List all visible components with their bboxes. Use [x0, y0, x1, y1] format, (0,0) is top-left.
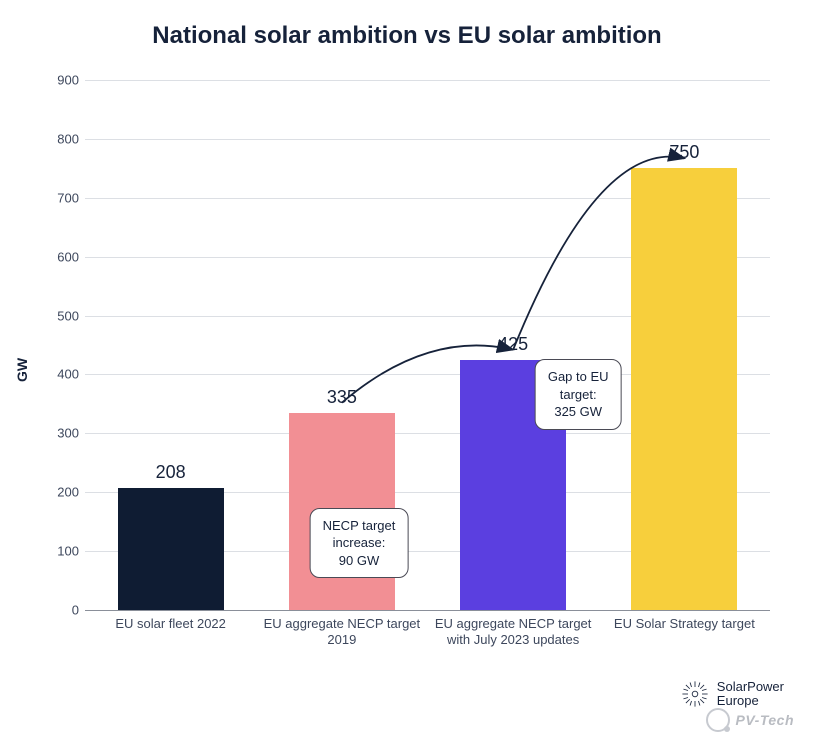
bar-value-label: 208 [118, 462, 224, 483]
chart-container: GW 0100200300400500600700800900208EU sol… [40, 80, 770, 660]
callout-box: Gap to EUtarget:325 GW [535, 359, 622, 430]
x-tick-label: EU aggregate NECP target 2019 [260, 616, 424, 649]
callout-line: target: [548, 386, 609, 404]
bar-value-label: 335 [289, 387, 395, 408]
grid-line [85, 80, 770, 81]
brand-name-top: SolarPower [717, 680, 784, 694]
watermark-text: PV-Tech [736, 712, 794, 728]
bar: 750 [631, 168, 737, 610]
attribution: SolarPower Europe [681, 680, 784, 708]
x-tick-label: EU Solar Strategy target [602, 616, 766, 632]
y-axis-label: GW [14, 358, 30, 382]
chart-title: National solar ambition vs EU solar ambi… [0, 22, 814, 50]
solarpower-logo-icon [681, 680, 709, 708]
x-tick-label: EU aggregate NECP target with July 2023 … [431, 616, 595, 649]
attribution-text: SolarPower Europe [717, 680, 784, 707]
bar-value-label: 425 [460, 334, 566, 355]
watermark: PV-Tech [706, 708, 794, 732]
x-tick-label: EU solar fleet 2022 [88, 616, 252, 632]
y-tick-label: 300 [45, 426, 79, 441]
watermark-icon [706, 708, 730, 732]
y-tick-label: 400 [45, 367, 79, 382]
grid-line [85, 139, 770, 140]
y-tick-label: 500 [45, 308, 79, 323]
callout-line: increase: [323, 534, 396, 552]
callout-line: 90 GW [323, 552, 396, 570]
y-tick-label: 800 [45, 131, 79, 146]
callout-line: Gap to EU [548, 368, 609, 386]
callout-line: NECP target [323, 517, 396, 535]
y-tick-label: 0 [45, 603, 79, 618]
bar-value-label: 750 [631, 142, 737, 163]
grid-line [85, 610, 770, 611]
plot-area: 0100200300400500600700800900208EU solar … [85, 80, 770, 610]
callout-line: 325 GW [548, 403, 609, 421]
callout-box: NECP targetincrease:90 GW [310, 508, 409, 579]
y-tick-label: 600 [45, 249, 79, 264]
y-tick-label: 700 [45, 190, 79, 205]
y-tick-label: 100 [45, 544, 79, 559]
y-tick-label: 200 [45, 485, 79, 500]
bar: 208 [118, 488, 224, 610]
brand-name-bottom: Europe [717, 694, 784, 708]
y-tick-label: 900 [45, 73, 79, 88]
